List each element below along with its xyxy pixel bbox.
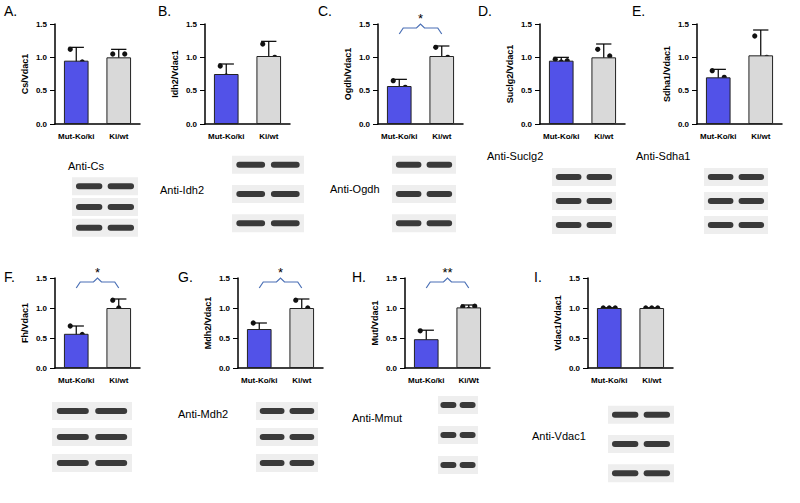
svg-text:1.0: 1.0	[386, 304, 398, 313]
svg-text:0.0: 0.0	[386, 364, 398, 373]
svg-text:Cs/Vdac1: Cs/Vdac1	[20, 54, 30, 95]
svg-text:**: **	[442, 265, 452, 280]
svg-text:1.0: 1.0	[359, 53, 371, 62]
svg-text:*: *	[278, 265, 283, 280]
svg-text:0.5: 0.5	[36, 334, 48, 343]
svg-text:E.: E.	[632, 3, 645, 19]
svg-text:1.5: 1.5	[359, 20, 371, 29]
svg-text:C.: C.	[318, 3, 332, 19]
svg-text:1.5: 1.5	[569, 274, 581, 283]
svg-text:G.: G.	[178, 269, 193, 285]
svg-text:D.: D.	[478, 3, 492, 19]
svg-text:1.0: 1.0	[678, 53, 690, 62]
svg-text:1.0: 1.0	[219, 304, 231, 313]
svg-text:0.0: 0.0	[219, 364, 231, 373]
svg-text:Anti-Suclg2: Anti-Suclg2	[487, 150, 543, 162]
svg-text:Ki/wt: Ki/wt	[751, 132, 770, 141]
svg-text:Mut-Ko/ki: Mut-Ko/ki	[543, 132, 579, 141]
svg-text:1.5: 1.5	[678, 20, 690, 29]
svg-text:Mut-Ko/ki: Mut-Ko/ki	[241, 376, 277, 385]
svg-text:*: *	[418, 11, 423, 26]
svg-text:0.5: 0.5	[359, 86, 371, 95]
svg-text:Vdac1/Vdac1: Vdac1/Vdac1	[553, 295, 563, 351]
svg-text:Anti-Mmut: Anti-Mmut	[352, 412, 402, 424]
svg-text:0.0: 0.0	[359, 120, 371, 129]
svg-text:Mut-Ko/ki: Mut-Ko/ki	[408, 376, 444, 385]
svg-text:*: *	[95, 265, 100, 280]
svg-text:Mut-Ko/ki: Mut-Ko/ki	[208, 132, 244, 141]
svg-text:Ogdh/Vdac1: Ogdh/Vdac1	[343, 48, 353, 101]
svg-text:Mdh2/Vdac1: Mdh2/Vdac1	[203, 297, 213, 350]
svg-text:Ki/wt: Ki/wt	[594, 132, 613, 141]
svg-text:1.5: 1.5	[186, 20, 198, 29]
svg-text:Anti-Vdac1: Anti-Vdac1	[532, 430, 586, 442]
svg-text:Ki/wt: Ki/wt	[109, 376, 128, 385]
svg-text:0.5: 0.5	[386, 334, 398, 343]
svg-text:A.: A.	[4, 3, 17, 19]
svg-text:Mut-Ko/ki: Mut-Ko/ki	[58, 132, 94, 141]
svg-text:Mut/Vdac1: Mut/Vdac1	[370, 300, 380, 345]
svg-text:0.5: 0.5	[569, 334, 581, 343]
svg-text:Idh2/Vdac1: Idh2/Vdac1	[170, 50, 180, 98]
svg-text:Ki/wt: Ki/wt	[259, 132, 278, 141]
svg-text:Anti-Ogdh: Anti-Ogdh	[330, 183, 380, 195]
svg-text:1.0: 1.0	[569, 304, 581, 313]
svg-text:H.: H.	[352, 269, 366, 285]
svg-text:Ki/wt: Ki/wt	[292, 376, 311, 385]
svg-text:Mut-Ko/ki: Mut-Ko/ki	[58, 376, 94, 385]
svg-text:1.0: 1.0	[36, 53, 48, 62]
svg-text:1.0: 1.0	[521, 53, 533, 62]
svg-text:1.5: 1.5	[219, 274, 231, 283]
svg-text:Anti-Sdha1: Anti-Sdha1	[636, 150, 690, 162]
svg-text:1.5: 1.5	[521, 20, 533, 29]
svg-text:Sdha1/Vdac1: Sdha1/Vdac1	[662, 46, 672, 102]
svg-text:Fh/Vdac1: Fh/Vdac1	[20, 303, 30, 343]
svg-text:0.0: 0.0	[678, 120, 690, 129]
svg-text:0.5: 0.5	[521, 86, 533, 95]
svg-text:Mut-Ko/ki: Mut-Ko/ki	[700, 132, 736, 141]
svg-text:0.0: 0.0	[521, 120, 533, 129]
svg-text:B.: B.	[158, 3, 171, 19]
svg-text:1.5: 1.5	[36, 274, 48, 283]
svg-text:Ki/wt: Ki/wt	[432, 132, 451, 141]
svg-text:0.5: 0.5	[678, 86, 690, 95]
svg-text:Mut-Ko/ki: Mut-Ko/ki	[381, 132, 417, 141]
svg-text:1.5: 1.5	[36, 20, 48, 29]
svg-text:0.5: 0.5	[36, 86, 48, 95]
svg-text:1.5: 1.5	[386, 274, 398, 283]
svg-text:Anti-Cs: Anti-Cs	[68, 160, 105, 172]
svg-text:Ki/Wt: Ki/Wt	[459, 376, 480, 385]
svg-text:0.5: 0.5	[219, 334, 231, 343]
svg-text:0.0: 0.0	[36, 364, 48, 373]
svg-text:0.5: 0.5	[186, 86, 198, 95]
svg-text:Mut-Ko/ki: Mut-Ko/ki	[591, 376, 627, 385]
svg-text:0.0: 0.0	[36, 120, 48, 129]
svg-text:F.: F.	[4, 269, 15, 285]
svg-text:1.0: 1.0	[36, 304, 48, 313]
svg-text:0.0: 0.0	[569, 364, 581, 373]
svg-text:1.0: 1.0	[186, 53, 198, 62]
svg-text:I.: I.	[534, 269, 542, 285]
svg-text:Anti-Idh2: Anti-Idh2	[160, 184, 204, 196]
svg-text:Ki/wt: Ki/wt	[109, 132, 128, 141]
svg-text:Anti-Mdh2: Anti-Mdh2	[178, 408, 228, 420]
svg-text:Ki/wt: Ki/wt	[642, 376, 661, 385]
svg-text:Suclg2/Vdac1: Suclg2/Vdac1	[505, 45, 515, 104]
svg-text:0.0: 0.0	[186, 120, 198, 129]
